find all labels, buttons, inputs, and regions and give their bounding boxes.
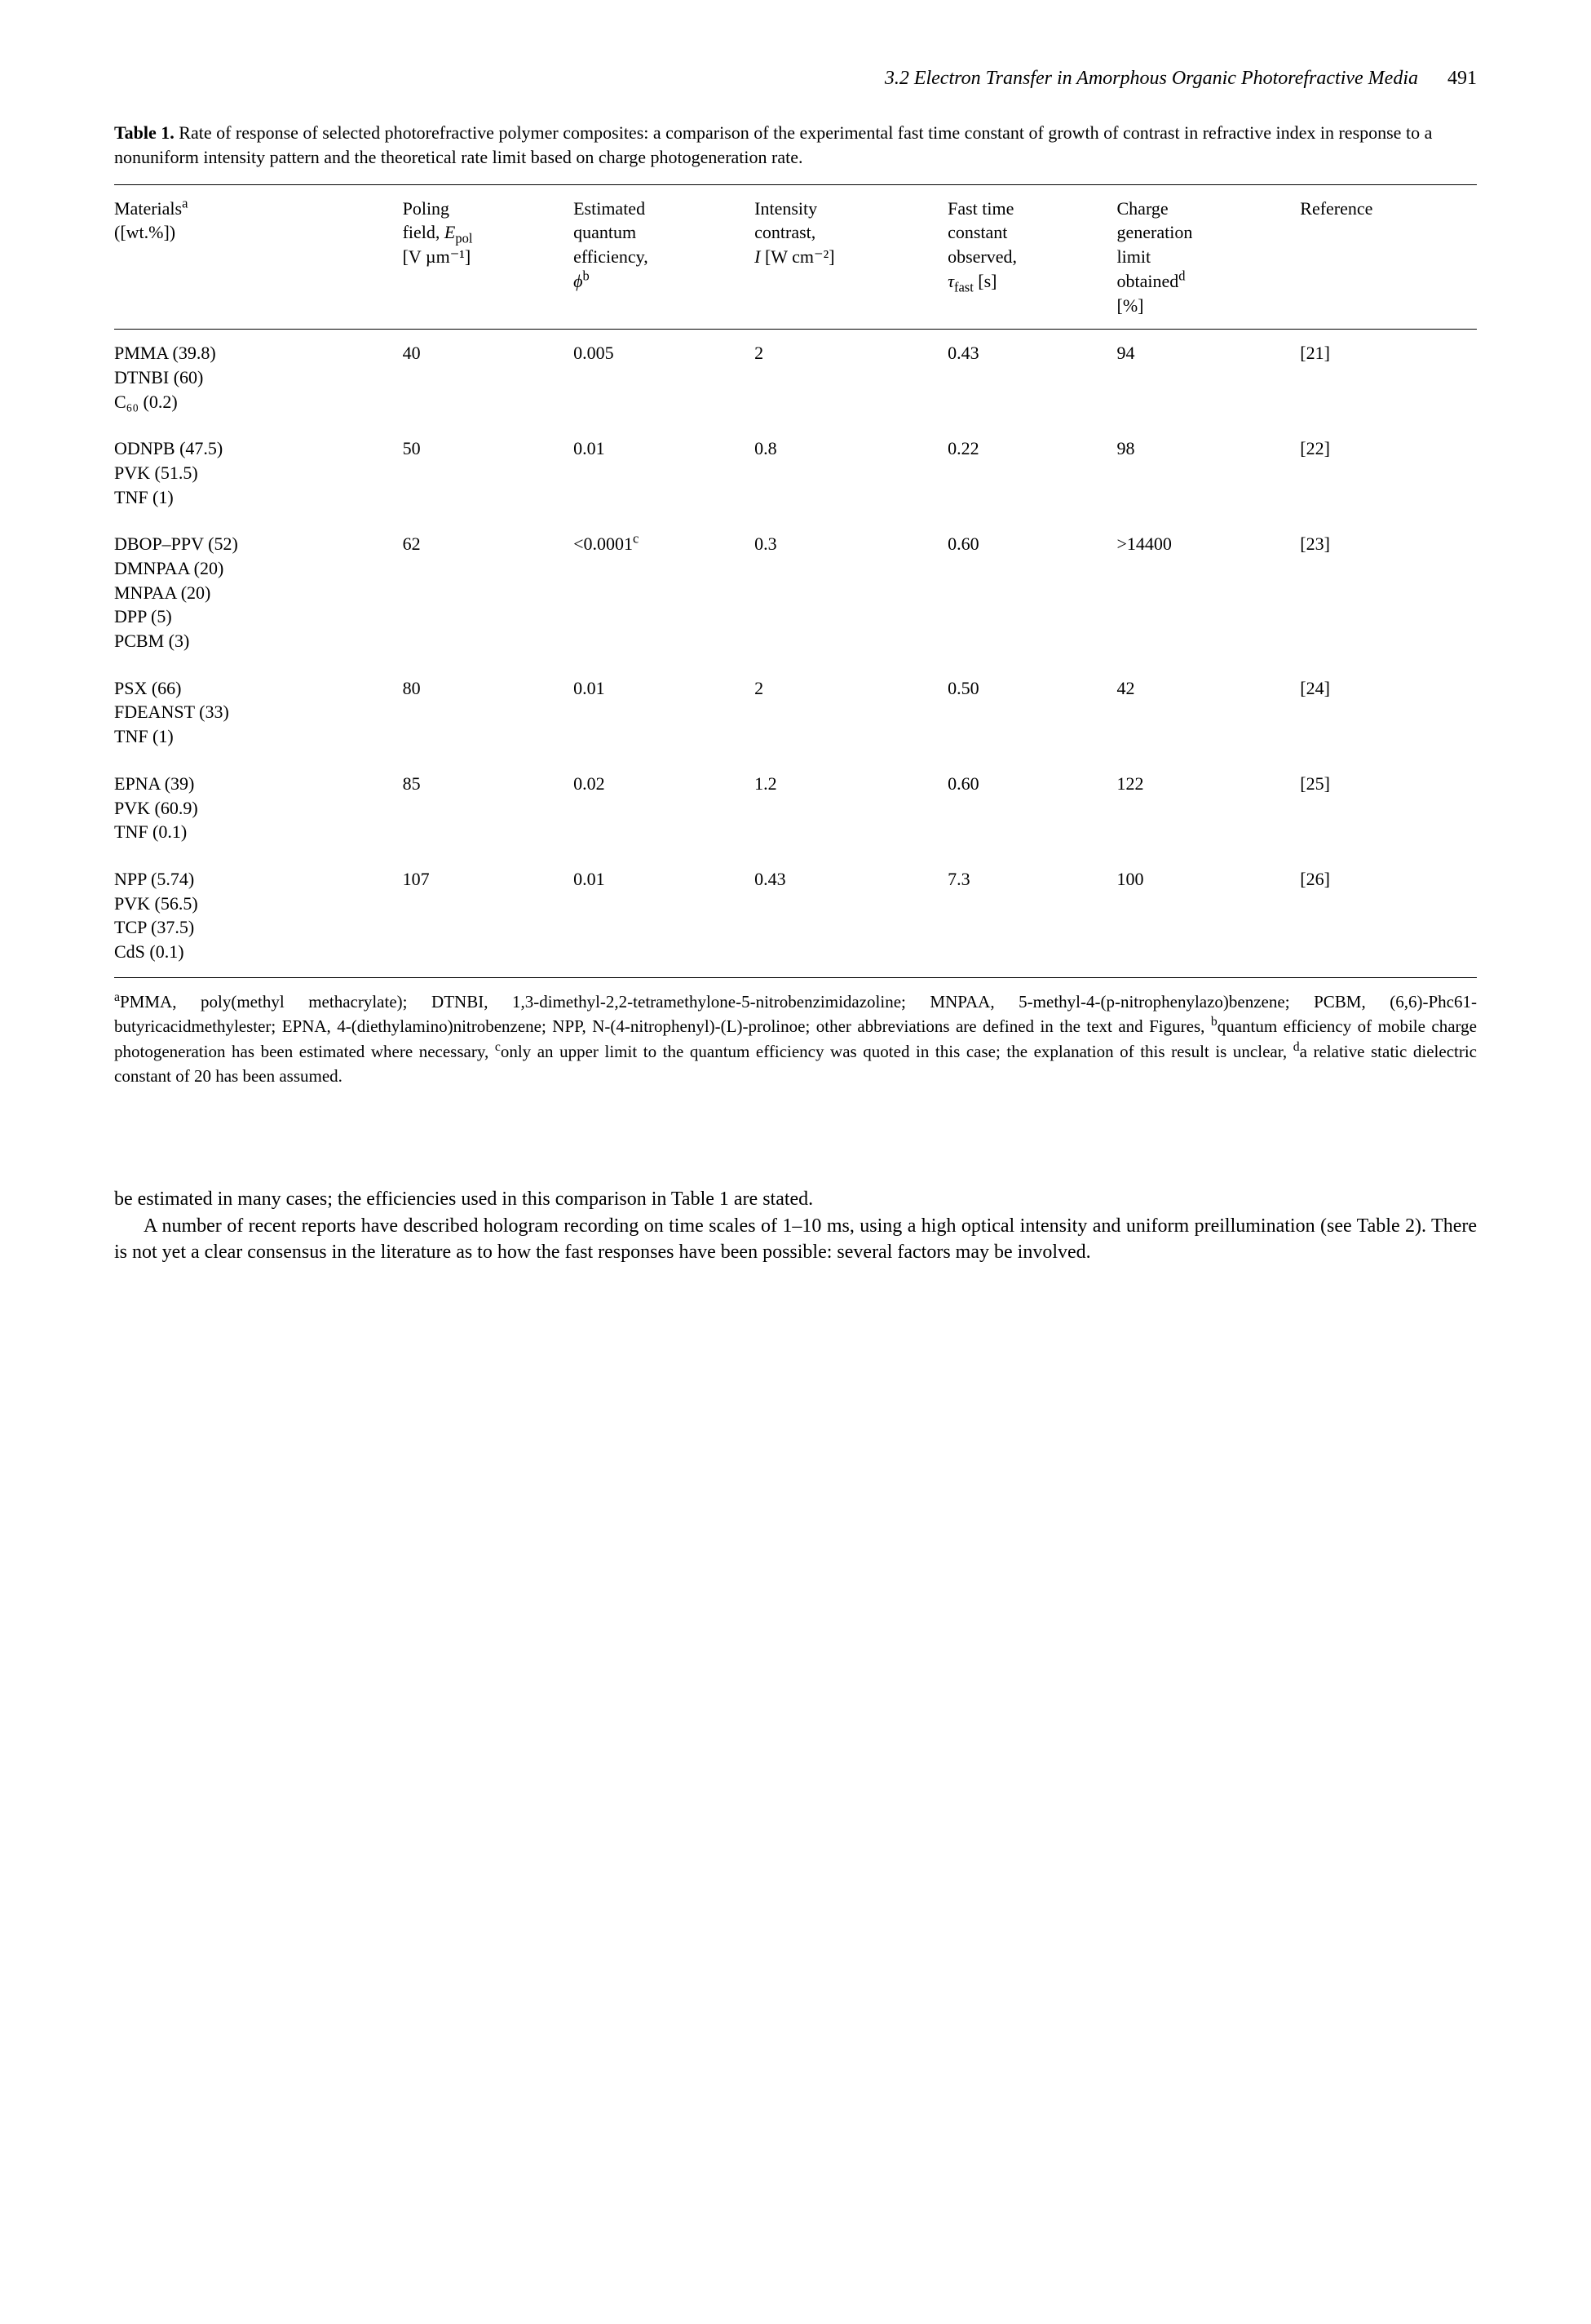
- cell-ref: [25]: [1300, 760, 1477, 856]
- table-row: PSX (66) FDEANST (33) TNF (1) 80 0.01 2 …: [114, 665, 1477, 760]
- cell-int: 0.8: [754, 425, 948, 520]
- cell-eff: <0.0001c: [573, 520, 754, 664]
- cell-tau: 0.43: [948, 330, 1116, 426]
- cell-charge: 100: [1117, 856, 1301, 977]
- body-text: be estimated in many cases; the efficien…: [114, 1186, 1477, 1265]
- cell-ref: [21]: [1300, 330, 1477, 426]
- cell-ref: [24]: [1300, 665, 1477, 760]
- cell-poling: 40: [403, 330, 574, 426]
- running-header: 3.2 Electron Transfer in Amorphous Organ…: [114, 65, 1477, 91]
- cell-tau: 0.60: [948, 760, 1116, 856]
- cell-eff: 0.02: [573, 760, 754, 856]
- cell-ref: [23]: [1300, 520, 1477, 664]
- caption-text: Rate of response of selected photorefrac…: [114, 122, 1432, 167]
- col-poling: Poling field, Epol [V µm⁻¹]: [403, 184, 574, 329]
- cell-charge: 122: [1117, 760, 1301, 856]
- cell-poling: 85: [403, 760, 574, 856]
- data-table: Materialsa ([wt.%]) Poling field, Epol […: [114, 184, 1477, 978]
- cell-tau: 0.60: [948, 520, 1116, 664]
- table-caption: Table 1. Rate of response of selected ph…: [114, 121, 1477, 169]
- cell-int: 2: [754, 665, 948, 760]
- cell-charge: 42: [1117, 665, 1301, 760]
- cell-eff: 0.005: [573, 330, 754, 426]
- cell-tau: 7.3: [948, 856, 1116, 977]
- cell-materials: DBOP–PPV (52) DMNPAA (20) MNPAA (20) DPP…: [114, 520, 403, 664]
- col-fasttime: Fast time constant observed, τfast [s]: [948, 184, 1116, 329]
- page-number: 491: [1447, 68, 1477, 89]
- cell-materials: NPP (5.74) PVK (56.5) TCP (37.5) CdS (0.…: [114, 856, 403, 977]
- cell-poling: 50: [403, 425, 574, 520]
- cell-tau: 0.50: [948, 665, 1116, 760]
- cell-tau: 0.22: [948, 425, 1116, 520]
- col-charge: Charge generation limit obtainedd [%]: [1117, 184, 1301, 329]
- col-materials: Materialsa ([wt.%]): [114, 184, 403, 329]
- caption-label: Table 1.: [114, 122, 175, 143]
- cell-materials: EPNA (39) PVK (60.9) TNF (0.1): [114, 760, 403, 856]
- cell-ref: [26]: [1300, 856, 1477, 977]
- cell-poling: 62: [403, 520, 574, 664]
- cell-int: 1.2: [754, 760, 948, 856]
- section-title: 3.2 Electron Transfer in Amorphous Organ…: [885, 68, 1418, 89]
- col-efficiency: Estimated quantum efficiency, ϕb: [573, 184, 754, 329]
- cell-materials: PSX (66) FDEANST (33) TNF (1): [114, 665, 403, 760]
- cell-eff: 0.01: [573, 665, 754, 760]
- cell-materials: ODNPB (47.5) PVK (51.5) TNF (1): [114, 425, 403, 520]
- cell-int: 0.3: [754, 520, 948, 664]
- cell-ref: [22]: [1300, 425, 1477, 520]
- cell-charge: >14400: [1117, 520, 1301, 664]
- cell-materials: PMMA (39.8) DTNBI (60) C₆₀ (0.2): [114, 330, 403, 426]
- table-row: EPNA (39) PVK (60.9) TNF (0.1) 85 0.02 1…: [114, 760, 1477, 856]
- cell-eff: 0.01: [573, 856, 754, 977]
- table-row: ODNPB (47.5) PVK (51.5) TNF (1) 50 0.01 …: [114, 425, 1477, 520]
- cell-int: 2: [754, 330, 948, 426]
- cell-eff: 0.01: [573, 425, 754, 520]
- cell-poling: 107: [403, 856, 574, 977]
- cell-charge: 98: [1117, 425, 1301, 520]
- col-intensity: Intensity contrast, I [W cm⁻²]: [754, 184, 948, 329]
- cell-charge: 94: [1117, 330, 1301, 426]
- col-reference: Reference: [1300, 184, 1477, 329]
- cell-int: 0.43: [754, 856, 948, 977]
- table-row: NPP (5.74) PVK (56.5) TCP (37.5) CdS (0.…: [114, 856, 1477, 977]
- paragraph: be estimated in many cases; the efficien…: [114, 1186, 1477, 1212]
- table-row: PMMA (39.8) DTNBI (60) C₆₀ (0.2) 40 0.00…: [114, 330, 1477, 426]
- paragraph: A number of recent reports have describe…: [114, 1213, 1477, 1266]
- cell-poling: 80: [403, 665, 574, 760]
- table-row: DBOP–PPV (52) DMNPAA (20) MNPAA (20) DPP…: [114, 520, 1477, 664]
- table-footnotes: aPMMA, poly(methyl methacrylate); DTNBI,…: [114, 989, 1477, 1089]
